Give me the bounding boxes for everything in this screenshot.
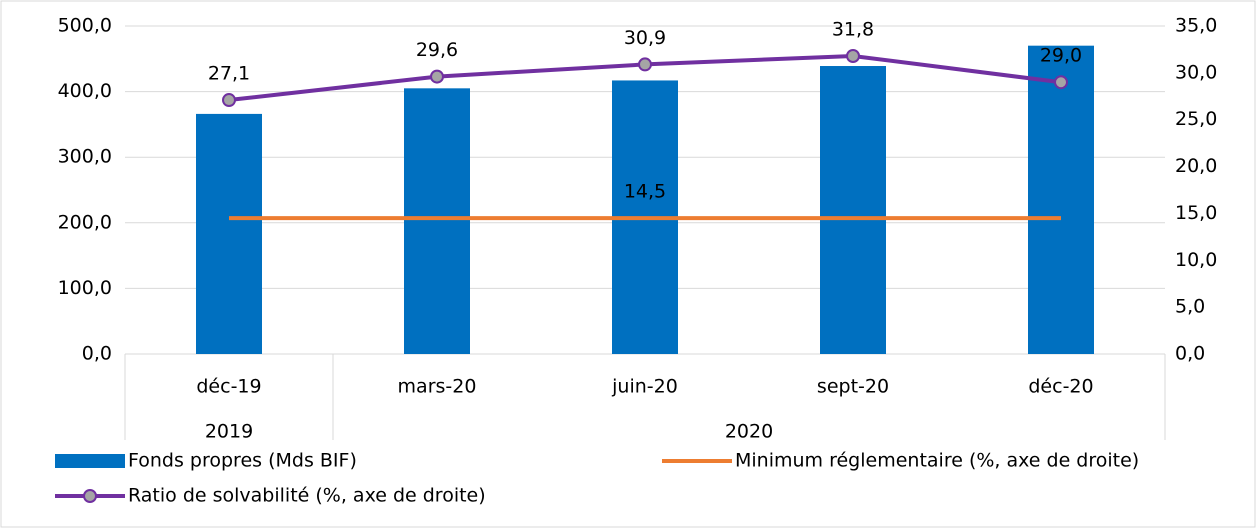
marker (1054, 75, 1068, 90)
data-label: 14,5 (624, 181, 666, 203)
y2-tick-label: 10,0 (1175, 249, 1217, 271)
marker (430, 69, 444, 84)
legend-label: Ratio de solvabilité (%, axe de droite) (128, 485, 486, 507)
data-label: 30,9 (624, 27, 666, 49)
data-label: 27,1 (208, 63, 250, 85)
data-label: 31,8 (832, 18, 874, 40)
data-label: 29,0 (1040, 45, 1082, 67)
bar (820, 66, 886, 355)
y-tick-label: 500,0 (58, 15, 112, 37)
x-tick-label: juin-20 (611, 376, 678, 398)
legend-swatch (55, 454, 125, 468)
legend-marker (83, 489, 97, 503)
y-tick-label: 200,0 (58, 211, 112, 233)
x-tick-label: sept-20 (817, 376, 889, 398)
marker (638, 57, 652, 72)
x-tick-label: déc-20 (1028, 376, 1093, 398)
y2-tick-label: 15,0 (1175, 202, 1217, 224)
x-group-label: 2019 (205, 421, 253, 443)
y-tick-label: 100,0 (58, 277, 112, 299)
y-tick-label: 0,0 (82, 343, 112, 365)
legend-label: Fonds propres (Mds BIF) (128, 450, 357, 472)
y2-tick-label: 30,0 (1175, 61, 1217, 83)
marker (222, 93, 236, 108)
y-tick-label: 300,0 (58, 146, 112, 168)
y2-tick-label: 35,0 (1175, 15, 1217, 37)
y2-tick-label: 25,0 (1175, 108, 1217, 130)
y-tick-label: 400,0 (58, 80, 112, 102)
bar (196, 113, 262, 355)
y2-tick-label: 0,0 (1175, 343, 1205, 365)
x-tick-label: mars-20 (398, 376, 477, 398)
y2-tick-label: 20,0 (1175, 155, 1217, 177)
x-tick-label: déc-19 (196, 376, 261, 398)
y2-tick-label: 5,0 (1175, 296, 1205, 318)
bar (404, 88, 470, 354)
bar (1028, 45, 1094, 355)
x-group-label: 2020 (725, 421, 773, 443)
data-label: 29,6 (416, 39, 458, 61)
legend-label: Minimum réglementaire (%, axe de droite) (735, 450, 1139, 472)
marker (846, 48, 860, 63)
